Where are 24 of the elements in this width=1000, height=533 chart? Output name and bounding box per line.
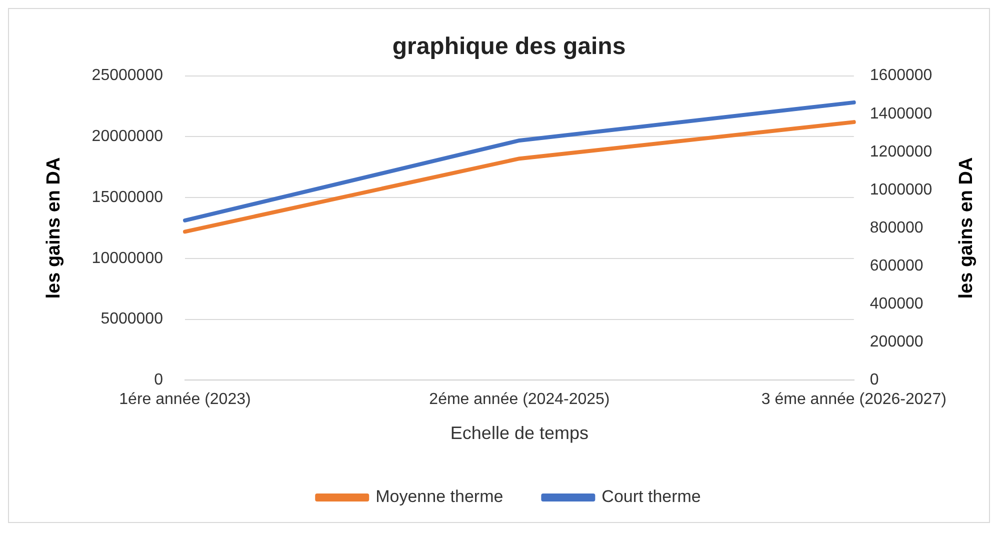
legend-label: Moyenne therme [376, 487, 504, 506]
legend-label: Court therme [602, 487, 701, 506]
y2-tick-label: 600000 [870, 257, 924, 274]
y-tick-label: 15000000 [92, 188, 164, 206]
y2-axis-title: les gains en DA [956, 156, 978, 299]
x-tick-label: 2éme année (2024-2025) [429, 391, 610, 408]
y-tick-label: 10000000 [92, 250, 164, 267]
y-tick-label: 0 [154, 372, 164, 389]
y-tick-label: 20000000 [92, 128, 164, 146]
y2-tick-label: 800000 [870, 219, 924, 236]
x-axis-title: Echelle de temps [450, 423, 588, 444]
chart-title: graphique des gains [392, 33, 626, 60]
y2-tick-label: 200000 [870, 334, 924, 351]
y2-tick-label: 1200000 [870, 143, 932, 160]
y-tick-label: 5000000 [100, 310, 164, 328]
y2-tick-label: 400000 [870, 296, 924, 313]
x-tick-label: 1ére année (2023) [119, 391, 251, 408]
y-axis-title: les gains en DA [44, 156, 65, 299]
y2-tick-label: 1000000 [870, 181, 932, 198]
y-tick-label: 25000000 [92, 67, 164, 84]
y2-tick-label: 1600000 [870, 67, 932, 84]
y2-tick-label: 0 [870, 372, 879, 389]
y2-tick-label: 1400000 [870, 105, 932, 122]
x-tick-label: 3 éme année (2026-2027) [761, 391, 946, 408]
